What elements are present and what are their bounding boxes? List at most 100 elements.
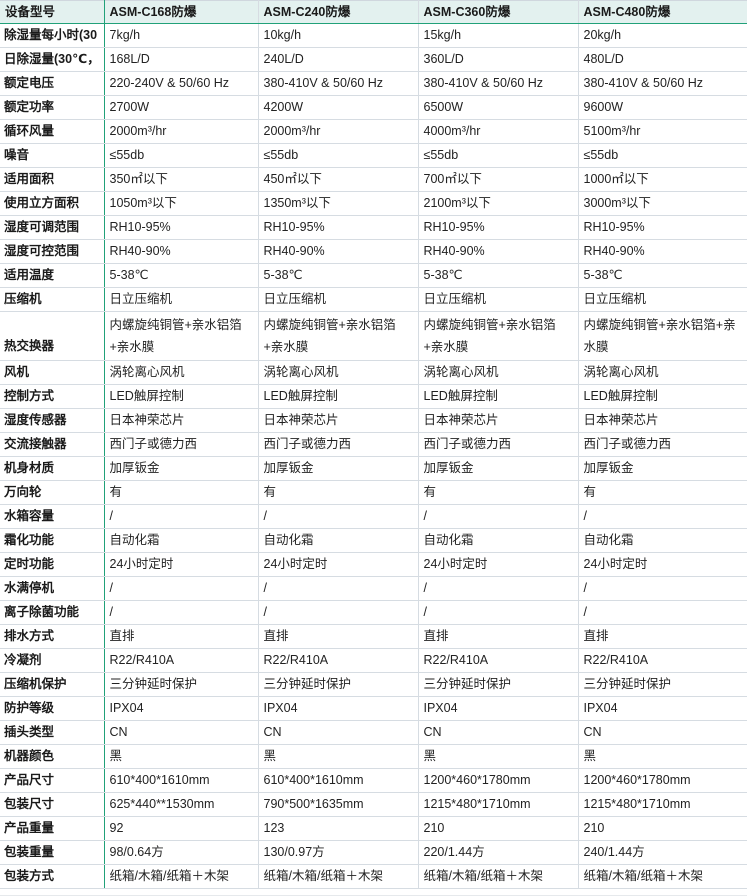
row-value-cell[interactable]: 加厚钣金 (258, 456, 419, 481)
row-value-cell[interactable]: 直排 (258, 624, 419, 649)
row-label-cell[interactable]: 水箱容量 (0, 504, 105, 529)
row-value-cell[interactable]: / (258, 600, 419, 625)
row-value-cell[interactable]: CN (258, 720, 419, 745)
row-value-cell[interactable]: 220-240V & 50/60 Hz (104, 71, 259, 96)
row-label-cell[interactable]: 产品尺寸 (0, 768, 105, 793)
row-value-cell[interactable]: / (104, 600, 259, 625)
row-value-cell[interactable]: 1215*480*1710mm (418, 792, 579, 817)
row-value-cell[interactable]: / (418, 600, 579, 625)
row-value-cell[interactable]: LED触屏控制 (578, 384, 747, 409)
row-value-cell[interactable]: 2700W (104, 95, 259, 120)
row-value-cell[interactable]: 自动化霜 (258, 528, 419, 553)
row-value-cell[interactable]: IPX04 (104, 696, 259, 721)
row-value-cell[interactable]: / (258, 576, 419, 601)
row-value-cell[interactable]: 1000㎡以下 (578, 167, 747, 192)
row-value-cell[interactable]: 纸箱/木箱/纸箱＋木架 (578, 864, 747, 889)
row-value-cell[interactable]: 黑 (258, 744, 419, 769)
row-value-cell[interactable]: 210 (418, 816, 579, 841)
row-label-cell[interactable]: 风机 (0, 360, 105, 385)
row-value-cell[interactable]: 西门子或德力西 (418, 432, 579, 457)
row-value-cell[interactable]: 三分钟延时保护 (104, 672, 259, 697)
row-value-cell[interactable]: 700㎡以下 (418, 167, 579, 192)
row-value-cell[interactable]: 5100m³/hr (578, 119, 747, 144)
row-label-cell[interactable]: 机器颜色 (0, 744, 105, 769)
row-value-cell[interactable]: 内螺旋纯铜管+亲水铝箔+亲水膜 (578, 311, 747, 361)
row-label-cell[interactable]: 排水方式 (0, 624, 105, 649)
row-value-cell[interactable]: / (578, 504, 747, 529)
row-value-cell[interactable]: R22/R410A (578, 648, 747, 673)
row-value-cell[interactable]: 直排 (418, 624, 579, 649)
row-value-cell[interactable]: 三分钟延时保护 (578, 672, 747, 697)
row-value-cell[interactable]: / (578, 576, 747, 601)
row-label-cell[interactable]: 定时功能 (0, 552, 105, 577)
row-label-cell[interactable]: 包装方式 (0, 864, 105, 889)
header-cell-label[interactable]: 设备型号 (0, 0, 105, 24)
row-value-cell[interactable]: 涡轮离心风机 (104, 360, 259, 385)
row-value-cell[interactable]: / (258, 504, 419, 529)
row-label-cell[interactable]: 适用面积 (0, 167, 105, 192)
row-label-cell[interactable]: 离子除菌功能 (0, 600, 105, 625)
row-value-cell[interactable]: RH40-90% (258, 239, 419, 264)
row-value-cell[interactable]: 西门子或德力西 (104, 432, 259, 457)
row-value-cell[interactable]: 加厚钣金 (418, 456, 579, 481)
row-value-cell[interactable]: IPX04 (258, 696, 419, 721)
row-value-cell[interactable]: ≤55db (418, 143, 579, 168)
row-value-cell[interactable]: R22/R410A (104, 648, 259, 673)
row-label-cell[interactable]: 湿度可调范围 (0, 215, 105, 240)
row-value-cell[interactable]: 有 (104, 480, 259, 505)
row-value-cell[interactable]: 610*400*1610mm (258, 768, 419, 793)
row-value-cell[interactable]: LED触屏控制 (104, 384, 259, 409)
row-label-cell[interactable]: 额定电压 (0, 71, 105, 96)
row-value-cell[interactable]: 西门子或德力西 (258, 432, 419, 457)
row-value-cell[interactable]: CN (104, 720, 259, 745)
row-value-cell[interactable]: ≤55db (578, 143, 747, 168)
row-label-cell[interactable]: 包装重量 (0, 840, 105, 865)
row-value-cell[interactable]: 三分钟延时保护 (418, 672, 579, 697)
row-value-cell[interactable]: 直排 (578, 624, 747, 649)
row-value-cell[interactable]: 2000m³/hr (258, 119, 419, 144)
row-label-cell[interactable]: 水满停机 (0, 576, 105, 601)
row-value-cell[interactable]: 9600W (578, 95, 747, 120)
row-value-cell[interactable]: 日立压缩机 (104, 287, 259, 312)
row-value-cell[interactable]: ≤55db (104, 143, 259, 168)
row-value-cell[interactable]: 240/1.44方 (578, 840, 747, 865)
row-label-cell[interactable]: 湿度可控范围 (0, 239, 105, 264)
row-value-cell[interactable]: 350㎡以下 (104, 167, 259, 192)
row-value-cell[interactable]: 西门子或德力西 (578, 432, 747, 457)
row-value-cell[interactable]: 黑 (578, 744, 747, 769)
row-label-cell[interactable]: 湿度传感器 (0, 408, 105, 433)
row-value-cell[interactable]: 1215*480*1710mm (578, 792, 747, 817)
row-value-cell[interactable]: 三分钟延时保护 (258, 672, 419, 697)
row-value-cell[interactable]: ≤55db (258, 143, 419, 168)
row-value-cell[interactable]: 123 (258, 816, 419, 841)
row-label-cell[interactable]: 交流接触器 (0, 432, 105, 457)
row-value-cell[interactable]: 20kg/h (578, 23, 747, 48)
row-value-cell[interactable]: 自动化霜 (104, 528, 259, 553)
row-value-cell[interactable]: 自动化霜 (578, 528, 747, 553)
row-value-cell[interactable]: 日本神荣芯片 (418, 408, 579, 433)
row-value-cell[interactable]: 1200*460*1780mm (578, 768, 747, 793)
row-value-cell[interactable]: 130/0.97方 (258, 840, 419, 865)
row-value-cell[interactable]: 5-38℃ (578, 263, 747, 288)
row-value-cell[interactable]: RH10-95% (418, 215, 579, 240)
row-value-cell[interactable]: 790*500*1635mm (258, 792, 419, 817)
row-value-cell[interactable]: 610*400*1610mm (104, 768, 259, 793)
header-cell-model-3[interactable]: ASM-C360防爆 (418, 0, 579, 24)
row-value-cell[interactable]: 7kg/h (104, 23, 259, 48)
row-value-cell[interactable]: 日立压缩机 (258, 287, 419, 312)
row-value-cell[interactable]: 日本神荣芯片 (258, 408, 419, 433)
row-value-cell[interactable]: 1050m³以下 (104, 191, 259, 216)
row-value-cell[interactable]: 4200W (258, 95, 419, 120)
row-value-cell[interactable]: 98/0.64方 (104, 840, 259, 865)
row-value-cell[interactable]: 1350m³以下 (258, 191, 419, 216)
row-label-cell[interactable]: 额定功率 (0, 95, 105, 120)
row-value-cell[interactable]: RH40-90% (418, 239, 579, 264)
row-value-cell[interactable]: 380-410V & 50/60 Hz (578, 71, 747, 96)
row-value-cell[interactable]: / (418, 576, 579, 601)
row-value-cell[interactable]: 黑 (418, 744, 579, 769)
row-value-cell[interactable]: 纸箱/木箱/纸箱＋木架 (418, 864, 579, 889)
row-value-cell[interactable]: LED触屏控制 (258, 384, 419, 409)
row-value-cell[interactable]: RH10-95% (258, 215, 419, 240)
row-label-cell[interactable]: 压缩机 (0, 287, 105, 312)
row-value-cell[interactable]: 24小时定时 (578, 552, 747, 577)
